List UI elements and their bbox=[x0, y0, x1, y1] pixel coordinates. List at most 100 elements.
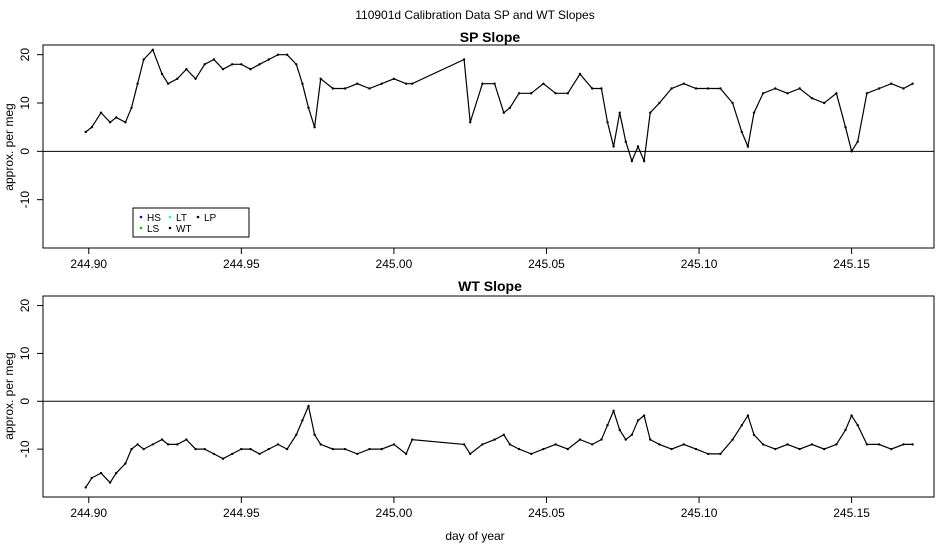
x-tick-label: 245.00 bbox=[376, 257, 413, 271]
data-point bbox=[612, 409, 615, 413]
data-point bbox=[612, 145, 615, 148]
series-line bbox=[85, 48, 913, 164]
y-tick-label: 10 bbox=[18, 96, 32, 110]
data-point bbox=[856, 140, 859, 143]
data-point bbox=[642, 159, 646, 163]
data-point bbox=[530, 452, 533, 456]
data-point bbox=[517, 447, 521, 451]
y-axis-label: approx. per meg bbox=[2, 352, 16, 439]
data-point bbox=[301, 419, 304, 422]
data-point bbox=[276, 53, 280, 56]
data-point bbox=[258, 63, 261, 66]
data-point bbox=[682, 443, 685, 446]
data-point bbox=[682, 82, 685, 85]
data-point bbox=[731, 438, 734, 441]
data-point bbox=[890, 447, 893, 451]
data-point bbox=[502, 111, 505, 114]
data-point bbox=[707, 452, 710, 456]
data-point bbox=[221, 68, 225, 71]
legend-marker-hs bbox=[139, 215, 143, 219]
data-point bbox=[276, 443, 280, 446]
data-point bbox=[307, 404, 310, 408]
data-point bbox=[649, 438, 652, 441]
data-point bbox=[694, 87, 698, 90]
data-point bbox=[606, 121, 609, 124]
data-point bbox=[865, 92, 869, 95]
x-tick-label: 245.05 bbox=[528, 506, 565, 520]
data-point bbox=[307, 106, 310, 110]
data-point bbox=[481, 443, 484, 446]
data-point bbox=[810, 97, 814, 100]
data-point bbox=[850, 414, 853, 417]
data-point bbox=[285, 447, 289, 451]
data-point bbox=[835, 92, 838, 95]
data-point bbox=[707, 87, 710, 90]
data-point bbox=[380, 82, 383, 85]
data-point bbox=[554, 92, 557, 95]
data-point bbox=[368, 447, 371, 451]
data-point bbox=[295, 433, 298, 436]
data-point bbox=[481, 82, 484, 85]
data-point bbox=[142, 447, 145, 451]
data-point bbox=[368, 87, 371, 90]
data-point bbox=[890, 82, 893, 85]
data-point bbox=[84, 486, 87, 489]
data-point bbox=[823, 101, 826, 105]
data-point bbox=[630, 433, 634, 436]
data-point bbox=[240, 63, 243, 66]
x-axis-label: day of year bbox=[445, 529, 504, 543]
figure-title: 110901d Calibration Data SP and WT Slope… bbox=[355, 8, 594, 22]
data-point bbox=[90, 476, 94, 480]
data-point bbox=[508, 443, 512, 446]
data-point bbox=[856, 424, 859, 427]
data-point bbox=[124, 462, 127, 465]
data-point bbox=[462, 443, 466, 446]
data-point bbox=[166, 82, 170, 85]
panel-title: SP Slope bbox=[460, 29, 521, 45]
data-point bbox=[606, 424, 609, 427]
data-point bbox=[502, 433, 505, 436]
data-point bbox=[850, 150, 853, 153]
data-point bbox=[530, 92, 533, 95]
y-tick-label: -10 bbox=[18, 440, 32, 458]
data-point bbox=[258, 452, 261, 456]
series-group bbox=[43, 48, 934, 164]
data-point bbox=[212, 452, 216, 456]
data-point bbox=[392, 443, 396, 446]
data-point bbox=[642, 414, 646, 417]
data-point bbox=[508, 106, 512, 110]
y-tick-label: 0 bbox=[18, 398, 32, 405]
data-point bbox=[740, 424, 743, 427]
y-tick-label: 0 bbox=[18, 148, 32, 155]
data-point bbox=[844, 126, 847, 129]
sp-slope-panel: SP Slope approx. per meg 244.90 244.95 245… bbox=[2, 29, 935, 271]
data-point bbox=[823, 447, 826, 451]
data-point bbox=[670, 87, 673, 90]
data-point bbox=[624, 140, 627, 143]
data-point bbox=[212, 58, 216, 61]
data-point bbox=[740, 130, 743, 134]
data-point bbox=[176, 77, 179, 81]
data-point bbox=[99, 471, 103, 475]
data-point bbox=[411, 82, 414, 85]
axis-ticks: 244.90 244.95 245.00 245.05 245.10 245.15 -10 0… bbox=[18, 48, 870, 271]
data-point bbox=[331, 87, 335, 90]
data-point bbox=[380, 447, 383, 451]
plot-frame bbox=[42, 44, 935, 249]
data-point bbox=[810, 443, 814, 446]
data-point bbox=[630, 159, 634, 163]
data-point bbox=[343, 87, 347, 90]
data-point bbox=[185, 438, 188, 441]
legend-label-ls: LS bbox=[147, 224, 160, 235]
data-point bbox=[221, 457, 225, 460]
data-point bbox=[130, 106, 133, 110]
y-tick-label: 20 bbox=[18, 48, 32, 62]
data-point bbox=[462, 58, 466, 61]
data-point bbox=[319, 443, 322, 446]
data-point bbox=[752, 111, 756, 114]
legend-label-lp: LP bbox=[204, 213, 217, 224]
data-point bbox=[108, 121, 112, 124]
data-point bbox=[911, 82, 914, 85]
data-point bbox=[136, 82, 139, 85]
legend-label-hs: HS bbox=[147, 213, 161, 224]
